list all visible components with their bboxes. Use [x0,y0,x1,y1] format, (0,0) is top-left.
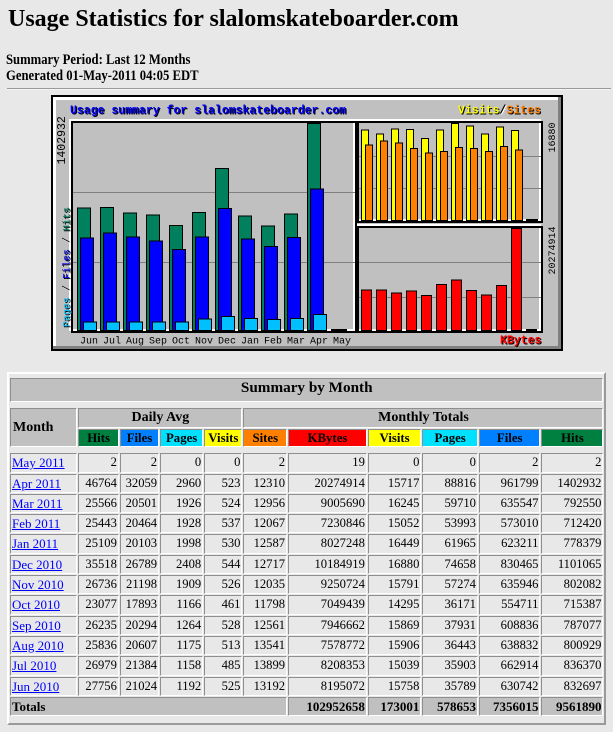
svg-text:Pages / Files / Hits: Pages / Files / Hits [62,207,74,327]
svg-text:Sep: Sep [149,337,167,348]
svg-text:Visits/Sites: Visits/Sites [459,106,542,119]
svg-text:20274914: 20274914 [548,226,559,274]
svg-text:Oct: Oct [172,337,190,348]
svg-text:Nov: Nov [195,337,213,348]
svg-text:Jul: Jul [103,336,121,348]
svg-text:1402932: 1402932 [56,116,69,164]
svg-text:16880: 16880 [548,122,559,152]
svg-text:Feb: Feb [264,336,282,348]
svg-text:Jun: Jun [80,337,98,348]
svg-text:Mar: Mar [287,337,305,348]
svg-text:Visits/Sites: Visits/Sites [458,105,541,118]
svg-text:KBytes: KBytes [500,335,542,348]
svg-text:Usage summary for slalomskateb: Usage summary for slalomskateboarder.com [70,105,346,118]
svg-text:Aug: Aug [126,337,144,348]
svg-text:May: May [333,337,351,348]
svg-text:Pages / Files / Hits: Pages / Files / Hits [63,208,75,328]
svg-text:Usage summary for slalomskateb: Usage summary for slalomskateboarder.com [71,106,347,119]
svg-text:Dec: Dec [218,337,236,348]
svg-text:Jan: Jan [241,337,259,348]
svg-text:KBytes: KBytes [501,336,543,349]
svg-text:Apr: Apr [310,337,328,348]
